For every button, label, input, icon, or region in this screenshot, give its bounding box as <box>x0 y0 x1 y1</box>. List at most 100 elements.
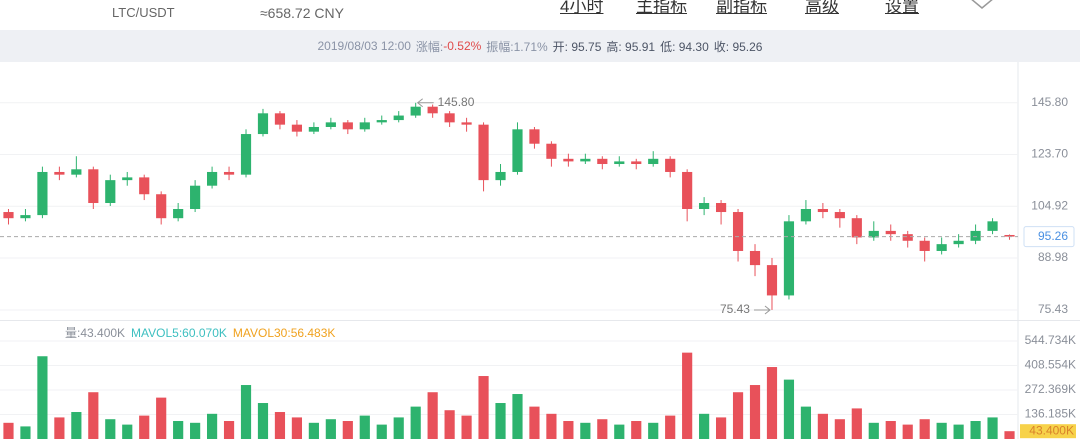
info-change: -0.52% <box>443 39 482 53</box>
max-arrow <box>416 98 434 108</box>
candle-body <box>291 124 303 132</box>
candle-body <box>563 158 574 162</box>
volume-bar <box>546 413 557 439</box>
candle-body <box>987 221 998 231</box>
volume-bar <box>749 385 761 439</box>
volume-bar <box>817 413 828 439</box>
volume-bar <box>173 421 184 439</box>
menu-item[interactable]: 副指标 <box>716 0 767 16</box>
y-tick-label: 88.98 <box>1038 250 1068 264</box>
candle-body <box>376 120 387 123</box>
candle-body <box>3 212 14 219</box>
candle-body <box>223 171 235 175</box>
candle-body <box>156 194 167 219</box>
candle-body <box>648 158 659 165</box>
menu-item[interactable]: 高级 <box>805 0 839 16</box>
menu-item[interactable]: 4小时 <box>560 0 604 16</box>
volume-bar <box>495 403 506 439</box>
y-tick-label: 408.554K <box>1025 358 1076 372</box>
candle-body <box>359 122 370 130</box>
candle-body <box>88 169 99 204</box>
volume-bar <box>699 413 710 439</box>
volume-bar <box>732 392 744 439</box>
candle-body <box>54 171 65 175</box>
volume-bar <box>665 415 676 439</box>
volume-bar <box>885 421 896 439</box>
pair: LTC/USDT <box>112 5 175 20</box>
volume-bar <box>342 421 353 439</box>
volume-bar <box>444 410 455 439</box>
info-close: 收: 95.26 <box>713 39 763 54</box>
volume-bar <box>257 403 269 439</box>
volume-bar <box>512 394 523 439</box>
candle-body <box>936 244 947 251</box>
volume-bar <box>800 406 812 439</box>
volume-bar <box>461 415 472 439</box>
candle-body <box>240 134 252 175</box>
volume-bar <box>834 419 845 439</box>
volume-bar <box>597 419 608 439</box>
candle-body <box>665 158 676 172</box>
volume-bar <box>427 392 438 439</box>
volume-bar <box>308 422 319 439</box>
candle-body <box>20 215 31 219</box>
candle-body <box>190 185 201 209</box>
candle-body <box>461 122 472 125</box>
volume-bar <box>970 421 981 439</box>
volume-bar <box>953 424 964 439</box>
candle-body <box>105 180 116 204</box>
candle-body <box>342 122 353 130</box>
candle-body <box>919 240 930 251</box>
candle-body <box>173 208 184 219</box>
volume-bar <box>122 424 133 439</box>
candle-body <box>37 171 48 216</box>
legend-entry: 量:43.400K <box>65 326 125 340</box>
volume-bar <box>190 422 201 439</box>
y-tick-label: 145.80 <box>1031 95 1068 109</box>
candle-body <box>597 158 608 165</box>
y-tick-label: 544.734K <box>1025 333 1076 347</box>
last-price-box <box>1023 226 1075 248</box>
volume-bar <box>274 412 286 439</box>
candle-body <box>325 122 336 127</box>
candle-body <box>427 106 438 114</box>
volume-bar <box>37 356 48 439</box>
volume-bar <box>936 422 947 439</box>
volume-bar <box>156 397 167 439</box>
min-label: 75.43 <box>720 302 750 316</box>
volume-bar <box>71 412 82 439</box>
candle-body <box>715 203 727 213</box>
candle-body <box>800 208 812 222</box>
y-tick-label: 123.70 <box>1031 147 1068 161</box>
candle-body <box>1004 234 1015 237</box>
min-arrow <box>753 305 771 315</box>
candle-body <box>766 265 778 296</box>
volume-bar <box>54 417 65 439</box>
info-amplitude: 振幅:1.71% <box>486 39 548 54</box>
candle-body <box>580 158 591 162</box>
volume-bar <box>919 419 930 439</box>
candle-body <box>682 171 693 209</box>
volume-bar <box>206 413 218 439</box>
candle-body <box>851 218 862 238</box>
info-time: 2019/08/03 12:00 <box>317 39 411 53</box>
volume-bar <box>563 421 574 439</box>
candle-body <box>206 171 218 186</box>
y-tick-label: 104.92 <box>1031 198 1068 212</box>
info-high: 高: 95.91 <box>606 39 656 54</box>
volume-bar <box>139 415 150 439</box>
candle-body <box>512 129 523 172</box>
candle-body <box>308 126 319 132</box>
legend-entry: MAVOL5:60.070K <box>131 326 227 340</box>
menu-item[interactable]: 主指标 <box>636 0 687 16</box>
candle-body <box>274 113 286 125</box>
candle-body <box>614 161 625 165</box>
volume-bar <box>105 419 116 439</box>
candle-body <box>495 171 506 181</box>
menu-item[interactable]: 设置 <box>885 0 919 16</box>
info-low: 低: 94.30 <box>660 39 709 54</box>
volume-bar <box>987 417 998 439</box>
last-price-label: 95.26 <box>1038 229 1068 243</box>
candle-body <box>783 221 795 296</box>
y-tick-label: 136.185K <box>1025 407 1076 421</box>
